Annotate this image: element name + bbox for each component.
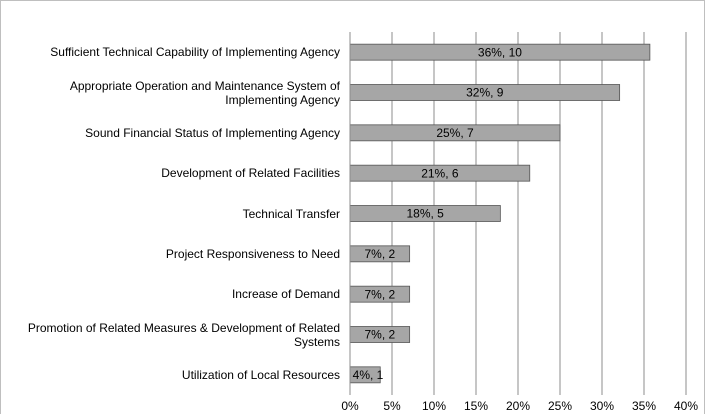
category-label: Appropriate Operation and Maintenance Sy… bbox=[69, 78, 340, 107]
value-label: 21%, 6 bbox=[421, 166, 459, 180]
x-tick-label: 40% bbox=[674, 399, 698, 413]
x-tick-label: 25% bbox=[548, 399, 572, 413]
x-tick-label: 5% bbox=[383, 399, 401, 413]
x-tick-label: 20% bbox=[506, 399, 530, 413]
category-label: Technical Transfer bbox=[242, 206, 340, 221]
value-label: 18%, 5 bbox=[407, 207, 445, 221]
category-label: Promotion of Related Measures & Developm… bbox=[27, 320, 340, 349]
x-tick-label: 30% bbox=[590, 399, 614, 413]
category-label: Project Responsiveness to Need bbox=[165, 246, 340, 261]
value-label: 36%, 10 bbox=[478, 45, 522, 59]
category-label: Utilization of Local Resources bbox=[181, 367, 340, 382]
value-label: 7%, 2 bbox=[364, 287, 395, 301]
category-label: Sufficient Technical Capability of Imple… bbox=[50, 45, 340, 60]
category-label: Sound Financial Status of Implementing A… bbox=[85, 125, 340, 140]
value-label: 25%, 7 bbox=[436, 126, 474, 140]
x-tick-label: 10% bbox=[422, 399, 446, 413]
category-label: Development of Related Facilities bbox=[161, 166, 340, 181]
x-tick-label: 15% bbox=[464, 399, 488, 413]
value-label: 32%, 9 bbox=[466, 86, 504, 100]
value-label: 4%, 1 bbox=[353, 368, 384, 382]
x-tick-label: 0% bbox=[341, 399, 359, 413]
x-tick-label: 35% bbox=[632, 399, 656, 413]
category-label: Increase of Demand bbox=[231, 287, 340, 302]
value-label: 7%, 2 bbox=[364, 247, 395, 261]
value-label: 7%, 2 bbox=[364, 328, 395, 342]
